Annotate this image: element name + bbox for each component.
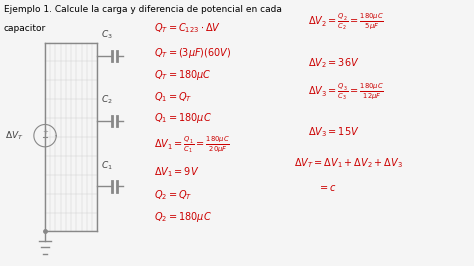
Text: $\Delta V_2 = \frac{Q_2}{C_2} = \frac{180\mu C}{5\mu F}$: $\Delta V_2 = \frac{Q_2}{C_2} = \frac{18… — [308, 11, 384, 32]
Text: $= c$: $= c$ — [318, 182, 337, 193]
Text: $\Delta V_2 = 36V$: $\Delta V_2 = 36V$ — [308, 56, 360, 70]
Text: $Q_T = C_{123} \cdot \Delta V$: $Q_T = C_{123} \cdot \Delta V$ — [154, 21, 221, 35]
Text: $Q_2 = 180\mu C$: $Q_2 = 180\mu C$ — [154, 210, 212, 224]
Text: $\Delta V_T = \Delta V_1 + \Delta V_2 + \Delta V_3$: $\Delta V_T = \Delta V_1 + \Delta V_2 + … — [294, 157, 403, 171]
Text: $Q_1 = 180\mu C$: $Q_1 = 180\mu C$ — [154, 111, 212, 124]
Text: $Q_T = (3\mu F)(60V)$: $Q_T = (3\mu F)(60V)$ — [154, 46, 232, 60]
Text: $\Delta V_1 = \frac{Q_1}{C_1} = \frac{180\mu C}{20\mu F}$: $\Delta V_1 = \frac{Q_1}{C_1} = \frac{18… — [154, 134, 230, 155]
Text: $C_3$: $C_3$ — [101, 29, 113, 41]
Text: $\Delta V_T$: $\Delta V_T$ — [5, 130, 24, 142]
Text: $C_1$: $C_1$ — [101, 159, 113, 172]
Text: $Q_1 = Q_T$: $Q_1 = Q_T$ — [154, 90, 192, 104]
Text: capacitor: capacitor — [4, 24, 46, 33]
Text: $\Delta V_3 = \frac{Q_3}{C_3} = \frac{180\mu C}{12\mu F}$: $\Delta V_3 = \frac{Q_3}{C_3} = \frac{18… — [308, 81, 384, 102]
Text: $\Delta V_3 = 15V$: $\Delta V_3 = 15V$ — [308, 126, 360, 139]
Text: $C_2$: $C_2$ — [101, 94, 113, 106]
Text: $\Delta V_1 = 9V$: $\Delta V_1 = 9V$ — [154, 165, 200, 179]
Text: $Q_T = 180\mu C$: $Q_T = 180\mu C$ — [154, 68, 212, 82]
Text: Ejemplo 1. Calcule la carga y diferencia de potencial en cada: Ejemplo 1. Calcule la carga y diferencia… — [4, 5, 282, 14]
Text: +: + — [42, 129, 48, 135]
Text: $Q_2 = Q_T$: $Q_2 = Q_T$ — [154, 188, 192, 202]
